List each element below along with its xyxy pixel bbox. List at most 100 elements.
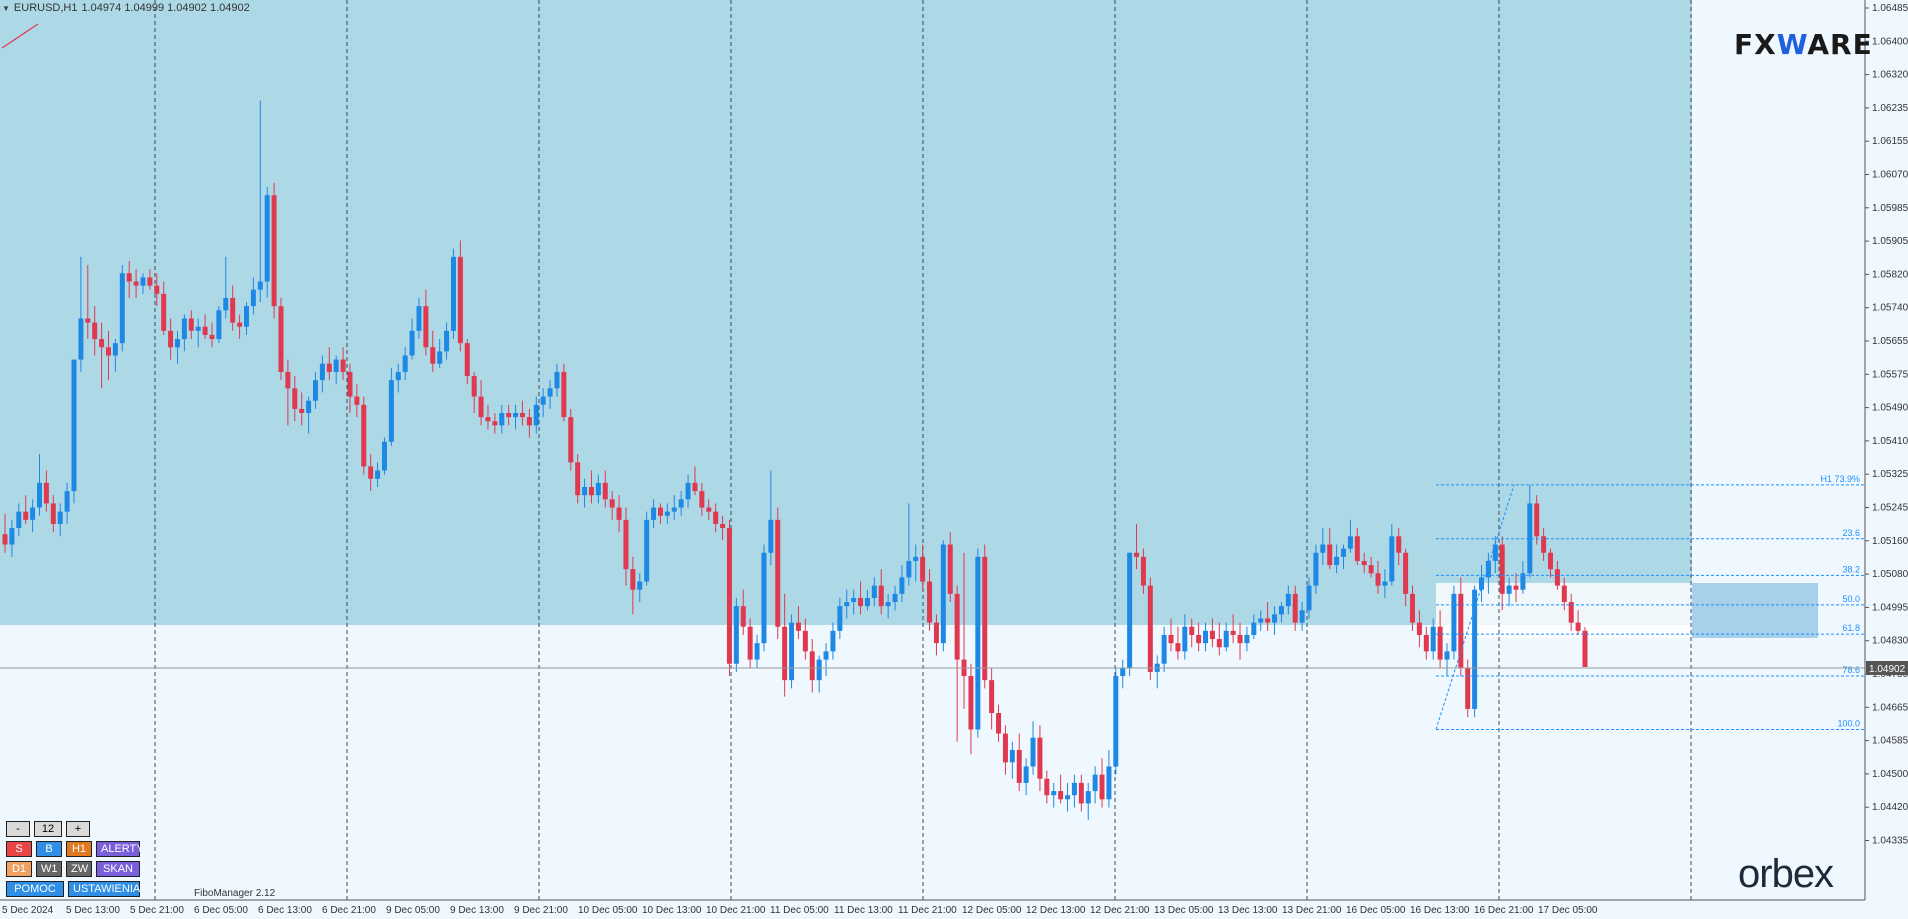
candle-body bbox=[1506, 585, 1512, 594]
zw-button[interactable]: ZW bbox=[66, 861, 92, 877]
value-field[interactable]: 12 bbox=[34, 821, 62, 837]
price-label: 1.04335 bbox=[1872, 836, 1908, 847]
price-label: 1.05325 bbox=[1872, 469, 1908, 480]
candle-body bbox=[1161, 634, 1167, 664]
candle-body bbox=[954, 593, 960, 660]
candle-body bbox=[657, 507, 663, 516]
sell-button[interactable]: S bbox=[6, 841, 32, 857]
timeframe-w1-button[interactable]: W1 bbox=[36, 861, 62, 877]
current-price-marker: 1.04902 bbox=[1866, 661, 1908, 675]
candle-body bbox=[568, 417, 574, 463]
candle-body bbox=[561, 371, 567, 418]
price-label: 1.05160 bbox=[1872, 536, 1908, 547]
dropdown-triangle-icon[interactable]: ▼ bbox=[2, 3, 10, 13]
candle-body bbox=[1140, 556, 1146, 586]
decrease-button[interactable]: - bbox=[6, 821, 30, 837]
candle-body bbox=[1147, 585, 1153, 672]
fibonacci-retracement[interactable]: H1 73.9% 23.6 38.2 50.0 61.8 78.6 100.0 bbox=[1435, 474, 1865, 730]
candle-body bbox=[23, 511, 29, 520]
candle-body bbox=[1168, 634, 1174, 644]
settings-button[interactable]: USTAWIENIA bbox=[68, 881, 140, 897]
candle-body bbox=[1002, 733, 1008, 763]
fibo-level-label: 38.2 bbox=[1842, 564, 1860, 574]
candle-body bbox=[1527, 503, 1533, 574]
candle-body bbox=[105, 347, 111, 356]
price-label: 1.05245 bbox=[1872, 503, 1908, 514]
candle-body bbox=[375, 470, 381, 479]
candle-body bbox=[285, 371, 291, 389]
candle-body bbox=[1258, 618, 1264, 623]
candle-body bbox=[444, 330, 450, 352]
candle-body bbox=[761, 552, 767, 644]
candlesticks bbox=[2, 100, 1588, 820]
candle-body bbox=[754, 643, 760, 660]
trend-line[interactable] bbox=[1, 23, 39, 49]
candle-body bbox=[78, 318, 84, 360]
candle-body bbox=[1230, 630, 1236, 635]
price-label: 1.04830 bbox=[1872, 636, 1908, 647]
candle-body bbox=[933, 622, 939, 644]
candle-body bbox=[1458, 593, 1464, 668]
candle-body bbox=[223, 297, 229, 311]
time-axis: 5 Dec 2024 5 Dec 13:00 5 Dec 21:00 6 Dec 05… bbox=[2, 905, 1598, 916]
candle-body bbox=[1437, 626, 1443, 660]
candle-body bbox=[1582, 630, 1588, 667]
candle-body bbox=[195, 326, 201, 331]
candle-body bbox=[513, 413, 519, 418]
ohlc-values: 1.04974 1.04999 1.04902 1.04902 bbox=[81, 2, 250, 14]
candle-body bbox=[782, 626, 788, 681]
time-label: 16 Dec 13:00 bbox=[1410, 905, 1470, 916]
candle-body bbox=[126, 273, 132, 282]
candle-body bbox=[181, 318, 187, 340]
timeframe-h1-button[interactable]: H1 bbox=[66, 841, 92, 857]
candle-body bbox=[913, 556, 919, 561]
candle-body bbox=[899, 577, 905, 594]
time-label: 17 Dec 05:00 bbox=[1538, 905, 1598, 916]
increase-button[interactable]: + bbox=[66, 821, 90, 837]
price-label: 1.05655 bbox=[1872, 336, 1908, 347]
candle-body bbox=[306, 400, 312, 414]
candle-body bbox=[540, 396, 546, 405]
current-price-label: 1.04902 bbox=[1869, 664, 1906, 675]
candle-body bbox=[1127, 552, 1133, 668]
timeframe-d1-button[interactable]: D1 bbox=[6, 861, 32, 877]
price-label: 1.05820 bbox=[1872, 269, 1908, 280]
candle-body bbox=[1044, 778, 1050, 796]
chart-header: ▼ EURUSD,H1 1.04974 1.04999 1.04902 1.04… bbox=[2, 2, 250, 14]
candle-body bbox=[50, 503, 56, 524]
candle-body bbox=[1561, 585, 1567, 603]
candle-body bbox=[940, 544, 946, 644]
price-label: 1.04585 bbox=[1872, 736, 1908, 747]
price-label: 1.04665 bbox=[1872, 702, 1908, 713]
candle-body bbox=[450, 256, 456, 331]
candle-body bbox=[16, 511, 22, 529]
alerts-button[interactable]: ALERTY bbox=[96, 841, 144, 857]
candle-body bbox=[747, 626, 753, 660]
help-button[interactable]: POMOC bbox=[6, 881, 64, 897]
fxware-logo: FXWARE bbox=[1734, 28, 1873, 61]
candle-body bbox=[789, 622, 795, 681]
candle-body bbox=[174, 339, 180, 348]
buy-button[interactable]: B bbox=[36, 841, 62, 857]
price-label: 1.06400 bbox=[1872, 36, 1908, 47]
candle-body bbox=[430, 347, 436, 364]
candle-body bbox=[844, 602, 850, 607]
time-label: 11 Dec 13:00 bbox=[834, 905, 893, 916]
candle-body bbox=[1265, 618, 1271, 623]
candle-body bbox=[423, 306, 429, 348]
candle-body bbox=[506, 413, 512, 418]
candle-body bbox=[927, 581, 933, 623]
candle-body bbox=[519, 413, 525, 418]
time-label: 6 Dec 21:00 bbox=[322, 905, 376, 916]
candle-body bbox=[837, 606, 843, 631]
scan-button[interactable]: SKAN bbox=[96, 861, 140, 877]
candle-body bbox=[1465, 667, 1471, 709]
candle-body bbox=[892, 593, 898, 603]
candle-body bbox=[1009, 750, 1015, 763]
candle-body bbox=[740, 606, 746, 627]
candle-body bbox=[1499, 544, 1505, 594]
candle-body bbox=[209, 334, 215, 340]
candle-body bbox=[1403, 552, 1409, 594]
